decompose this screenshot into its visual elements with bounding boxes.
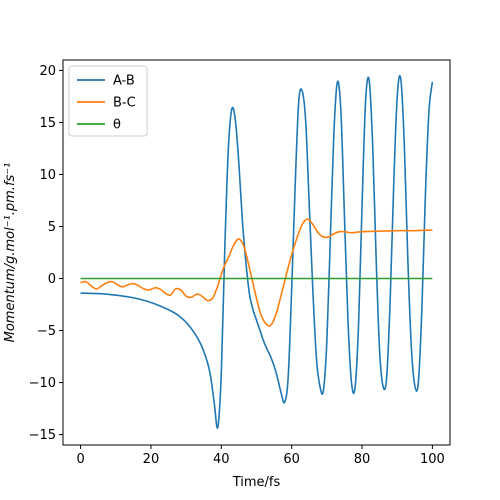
x-tick-label: 100 — [420, 452, 445, 467]
series-layer — [80, 74, 434, 429]
y-tick-label: 15 — [39, 116, 56, 131]
y-tick-label: 0 — [48, 272, 56, 287]
legend-box — [68, 65, 148, 137]
y-tick-label: −15 — [29, 428, 56, 443]
x-axis-label: Time/fs — [232, 475, 281, 490]
y-axis-label: Momentum/g.mol⁻¹.pm.fs⁻¹ — [3, 163, 18, 343]
axes-frame — [62, 59, 451, 446]
y-tick-label: −5 — [37, 324, 56, 339]
x-tick-label: 40 — [213, 452, 230, 467]
x-tick-label: 0 — [76, 452, 84, 467]
y-tick-label: 5 — [48, 220, 56, 235]
x-tick-label: 80 — [354, 452, 371, 467]
series-line-1 — [80, 218, 433, 327]
legend: A-B B-C θ — [68, 65, 148, 137]
legend-label-0: A-B — [113, 74, 135, 89]
legend-label-2: θ — [113, 118, 121, 133]
x-tick-label: 20 — [143, 452, 160, 467]
legend-label-1: B-C — [113, 96, 136, 111]
x-tick-label: 60 — [283, 452, 300, 467]
y-tick-label: 20 — [39, 64, 56, 79]
y-tick-label: 10 — [39, 168, 56, 183]
y-tick-label: −10 — [29, 376, 56, 391]
series-line-0 — [80, 74, 434, 429]
axes-layer: 0 20 40 60 80 100 −15 −10 −5 0 5 10 15 20 Time/fs Momen… — [3, 59, 451, 490]
